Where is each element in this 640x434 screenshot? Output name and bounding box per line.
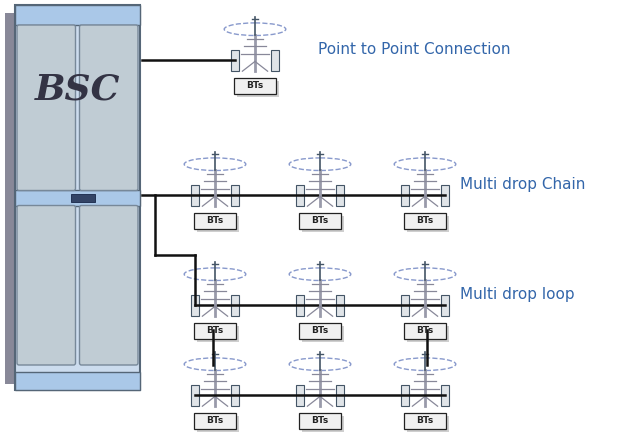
Bar <box>401 185 409 206</box>
Text: BTs: BTs <box>206 416 223 425</box>
Bar <box>407 326 449 342</box>
Bar <box>441 385 449 406</box>
Bar <box>231 185 239 206</box>
Bar <box>299 323 341 339</box>
Bar <box>401 385 409 406</box>
Text: BTs: BTs <box>312 326 328 335</box>
Bar <box>194 413 236 429</box>
Bar <box>191 185 199 206</box>
Bar <box>194 323 236 339</box>
Text: BTs: BTs <box>312 416 328 425</box>
Bar <box>336 295 344 316</box>
Bar <box>407 416 449 431</box>
Bar <box>231 385 239 406</box>
Bar <box>237 81 279 97</box>
Bar <box>15 5 140 390</box>
Bar <box>296 185 304 206</box>
Text: BTs: BTs <box>417 416 434 425</box>
Bar <box>197 216 239 232</box>
Bar <box>231 50 239 71</box>
FancyBboxPatch shape <box>79 206 138 365</box>
Bar <box>404 323 446 339</box>
Bar <box>401 295 409 316</box>
Bar <box>197 326 239 342</box>
Text: BTs: BTs <box>206 326 223 335</box>
Text: BSC: BSC <box>35 73 120 107</box>
Bar <box>441 185 449 206</box>
Bar <box>336 385 344 406</box>
Text: BTs: BTs <box>417 217 434 225</box>
Bar <box>231 295 239 316</box>
Bar <box>302 326 344 342</box>
Bar <box>407 216 449 232</box>
Bar <box>336 185 344 206</box>
Bar <box>15 5 140 25</box>
Bar <box>15 190 140 206</box>
Bar <box>234 78 276 94</box>
Bar <box>299 213 341 229</box>
Bar <box>299 413 341 429</box>
Bar <box>191 295 199 316</box>
Bar <box>271 50 279 71</box>
Bar <box>302 216 344 232</box>
Bar <box>70 194 95 201</box>
Bar <box>404 213 446 229</box>
Bar <box>404 413 446 429</box>
Text: Point to Point Connection: Point to Point Connection <box>318 43 511 57</box>
FancyBboxPatch shape <box>79 25 138 191</box>
FancyBboxPatch shape <box>17 25 76 191</box>
Text: Multi drop loop: Multi drop loop <box>460 287 575 302</box>
Bar <box>5 13 17 384</box>
Bar <box>197 416 239 431</box>
Bar <box>15 372 140 390</box>
Text: BTs: BTs <box>312 217 328 225</box>
Bar <box>296 385 304 406</box>
Text: BTs: BTs <box>246 82 264 90</box>
Bar <box>296 295 304 316</box>
Text: BTs: BTs <box>417 326 434 335</box>
FancyBboxPatch shape <box>17 206 76 365</box>
Bar <box>194 213 236 229</box>
Bar <box>441 295 449 316</box>
Bar <box>191 385 199 406</box>
Text: BTs: BTs <box>206 217 223 225</box>
Text: Multi drop Chain: Multi drop Chain <box>460 178 586 193</box>
Bar <box>302 416 344 431</box>
